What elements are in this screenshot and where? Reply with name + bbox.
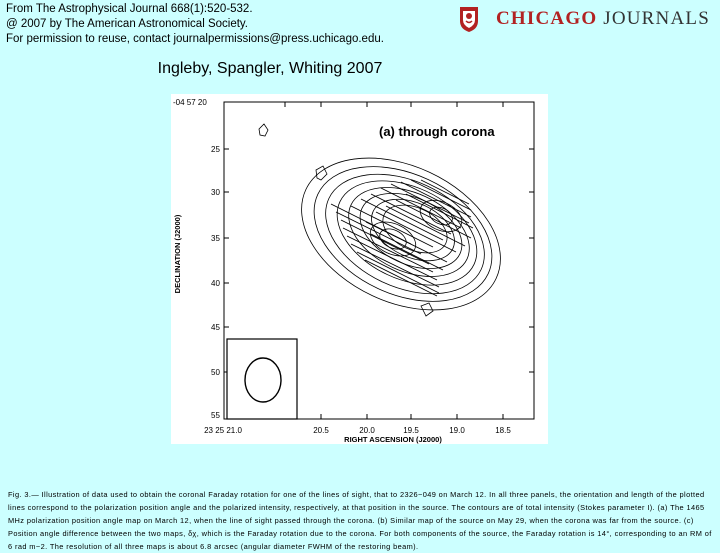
noise-contour (258, 123, 269, 137)
university-seal-icon (460, 7, 478, 32)
y-tick-label: 45 (211, 323, 220, 332)
y-tick-label: 50 (211, 368, 220, 377)
y-tick-label: 35 (211, 234, 220, 243)
x-tick-label: 19.0 (449, 426, 465, 435)
credit-line-copyright: @ 2007 by The American Astronomical Soci… (6, 18, 249, 30)
y-tick-label: 25 (211, 145, 220, 154)
y-axis-label: DECLINATION (J2000) (173, 214, 182, 293)
logo-wordmark: CHICAGO JOURNALS (496, 8, 710, 30)
chicago-journals-logo: CHICAGO JOURNALS (458, 4, 716, 34)
y-tick-label: 40 (211, 279, 220, 288)
credit-block: From The Astrophysical Journal 668(1):52… (6, 2, 384, 47)
credit-line-permission: For permission to reuse, contact journal… (6, 33, 384, 45)
x-tick-label: 20.0 (359, 426, 375, 435)
x-axis-label: RIGHT ASCENSION (J2000) (344, 435, 442, 444)
credit-line-source: From The Astrophysical Journal 668(1):52… (6, 3, 253, 15)
total-intensity-contours (301, 157, 501, 311)
noise-contour (315, 165, 328, 181)
y-tick-label: 30 (211, 188, 220, 197)
x-tick-label: 19.5 (403, 426, 419, 435)
figure-caption: Fig. 3.— Illustration of data used to ob… (8, 490, 712, 551)
figure-image: -04 57 20 25 30 35 40 45 50 55 23 25 21.… (171, 94, 548, 444)
logo-word-chicago: CHICAGO (496, 8, 598, 29)
noise-contour (420, 302, 434, 317)
figure-citation: Ingleby, Spangler, Whiting 2007 (157, 60, 383, 77)
radio-map-plot: -04 57 20 25 30 35 40 45 50 55 23 25 21.… (173, 98, 535, 444)
x-tick-label: 23 25 21.0 (204, 426, 242, 435)
restoring-beam-ellipse (244, 357, 282, 403)
x-tick-label: 18.5 (495, 426, 511, 435)
x-tick-label: 20.5 (313, 426, 329, 435)
beam-box (226, 338, 298, 420)
polarization-vectors (330, 179, 474, 297)
y-tick-label: -04 57 20 (173, 98, 207, 107)
panel-title: (a) through corona (379, 124, 495, 139)
y-tick-label: 55 (211, 411, 220, 420)
logo-word-journals: JOURNALS (603, 8, 710, 29)
